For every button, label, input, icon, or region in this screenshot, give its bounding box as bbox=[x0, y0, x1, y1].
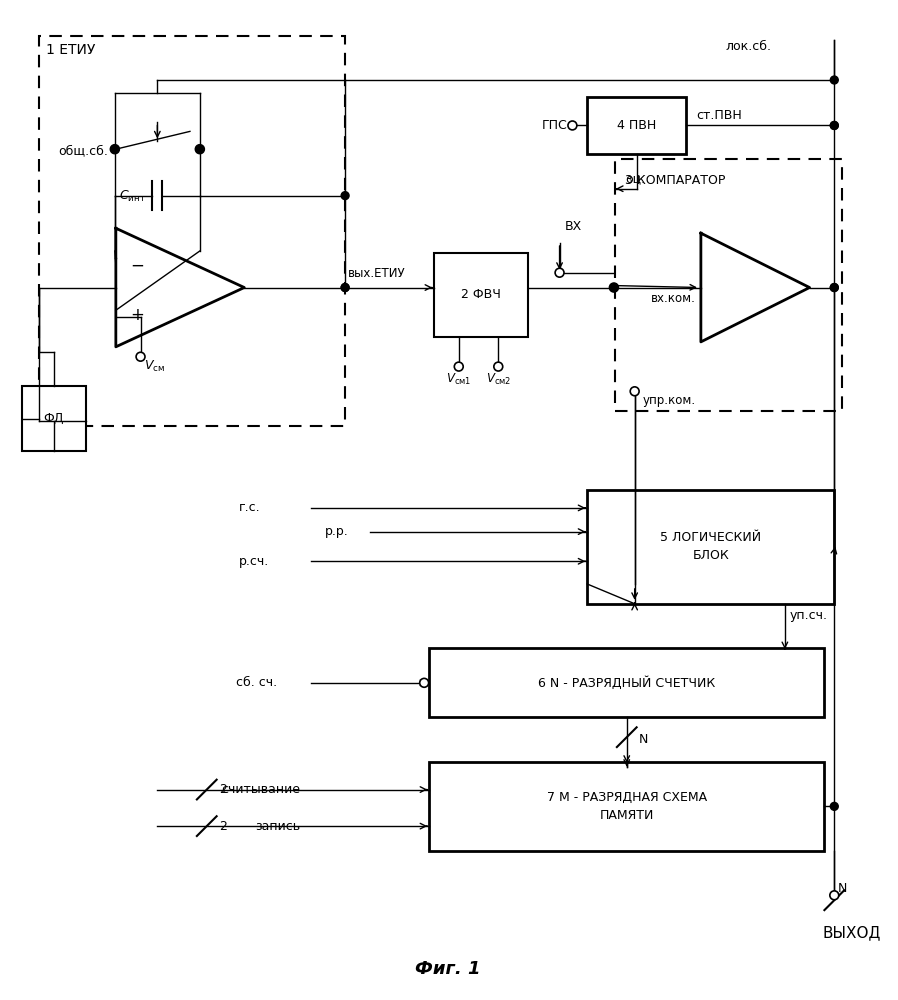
Text: ст.ПВН: ст.ПВН bbox=[696, 109, 742, 122]
Circle shape bbox=[831, 284, 838, 291]
Text: $C_{\mathsf{инт}}$: $C_{\mathsf{инт}}$ bbox=[119, 188, 146, 204]
Text: N: N bbox=[837, 882, 847, 895]
Text: вх.ком.: вх.ком. bbox=[651, 292, 696, 305]
Text: р.сч.: р.сч. bbox=[240, 555, 269, 568]
Text: уп.сч.: уп.сч. bbox=[790, 609, 828, 622]
Text: ГПС: ГПС bbox=[541, 119, 568, 132]
Circle shape bbox=[610, 284, 618, 291]
Circle shape bbox=[110, 145, 119, 153]
Text: 2: 2 bbox=[220, 820, 227, 833]
Text: Фиг. 1: Фиг. 1 bbox=[415, 960, 480, 978]
Circle shape bbox=[831, 284, 838, 291]
Circle shape bbox=[196, 145, 204, 153]
Text: упр.ком.: упр.ком. bbox=[643, 394, 696, 407]
Text: ВХ: ВХ bbox=[565, 220, 582, 233]
Circle shape bbox=[830, 891, 839, 900]
Text: считывание: считывание bbox=[222, 783, 301, 796]
Circle shape bbox=[831, 76, 838, 84]
Text: 1 ЕТИУ: 1 ЕТИУ bbox=[46, 43, 95, 57]
Circle shape bbox=[341, 284, 349, 291]
Circle shape bbox=[136, 352, 145, 361]
Text: выx.EТИУ: выx.EТИУ bbox=[348, 267, 406, 280]
Circle shape bbox=[196, 145, 204, 154]
Text: 3 КОМПАРАТОР: 3 КОМПАРАТОР bbox=[625, 174, 726, 187]
Text: лок.сб.: лок.сб. bbox=[726, 40, 771, 53]
Text: 5 ЛОГИЧЕСКИЙ
БЛОК: 5 ЛОГИЧЕСКИЙ БЛОК bbox=[660, 531, 762, 562]
Text: г.с.: г.с. bbox=[240, 501, 261, 514]
Text: $V_{\mathsf{см}}$: $V_{\mathsf{см}}$ bbox=[144, 359, 164, 374]
Circle shape bbox=[630, 387, 639, 396]
Circle shape bbox=[568, 121, 577, 130]
Bar bbox=[587, 97, 686, 154]
Text: 4 ПВН: 4 ПВН bbox=[617, 119, 656, 132]
Text: ФД: ФД bbox=[43, 412, 64, 425]
Circle shape bbox=[610, 283, 619, 292]
Text: $V_{\mathsf{см2}}$: $V_{\mathsf{см2}}$ bbox=[486, 372, 511, 387]
Text: −: − bbox=[130, 257, 145, 275]
Circle shape bbox=[419, 678, 428, 687]
Circle shape bbox=[831, 122, 838, 129]
Text: запись: запись bbox=[256, 820, 301, 833]
Circle shape bbox=[494, 362, 503, 371]
Text: ВЫХОД: ВЫХОД bbox=[823, 925, 881, 940]
Circle shape bbox=[341, 192, 349, 200]
Text: сб. сч.: сб. сч. bbox=[236, 676, 277, 689]
Text: общ.сб.: общ.сб. bbox=[58, 145, 108, 158]
Text: 2: 2 bbox=[220, 783, 227, 796]
Text: 2 ФВЧ: 2 ФВЧ bbox=[461, 288, 500, 301]
Bar bbox=[22, 386, 86, 451]
Text: +: + bbox=[130, 306, 145, 324]
Circle shape bbox=[110, 145, 119, 154]
Circle shape bbox=[831, 802, 838, 810]
Text: N: N bbox=[638, 733, 648, 746]
Text: 6 N - РАЗРЯДНЫЙ СЧЕТЧИК: 6 N - РАЗРЯДНЫЙ СЧЕТЧИК bbox=[538, 676, 716, 690]
Bar bbox=[434, 253, 528, 337]
Circle shape bbox=[555, 268, 564, 277]
Bar bbox=[429, 648, 824, 717]
Bar bbox=[429, 762, 824, 851]
Text: 7 М - РАЗРЯДНАЯ СХЕМА
ПАМЯТИ: 7 М - РАЗРЯДНАЯ СХЕМА ПАМЯТИ bbox=[547, 791, 707, 822]
Text: $V_{\mathsf{см1}}$: $V_{\mathsf{см1}}$ bbox=[446, 372, 471, 387]
Bar bbox=[615, 159, 842, 411]
Text: оц.: оц. bbox=[625, 173, 645, 186]
Bar bbox=[587, 490, 834, 604]
Circle shape bbox=[831, 122, 838, 129]
Circle shape bbox=[454, 362, 463, 371]
Text: р.р.: р.р. bbox=[325, 525, 349, 538]
Circle shape bbox=[341, 284, 349, 291]
Bar bbox=[39, 36, 345, 426]
